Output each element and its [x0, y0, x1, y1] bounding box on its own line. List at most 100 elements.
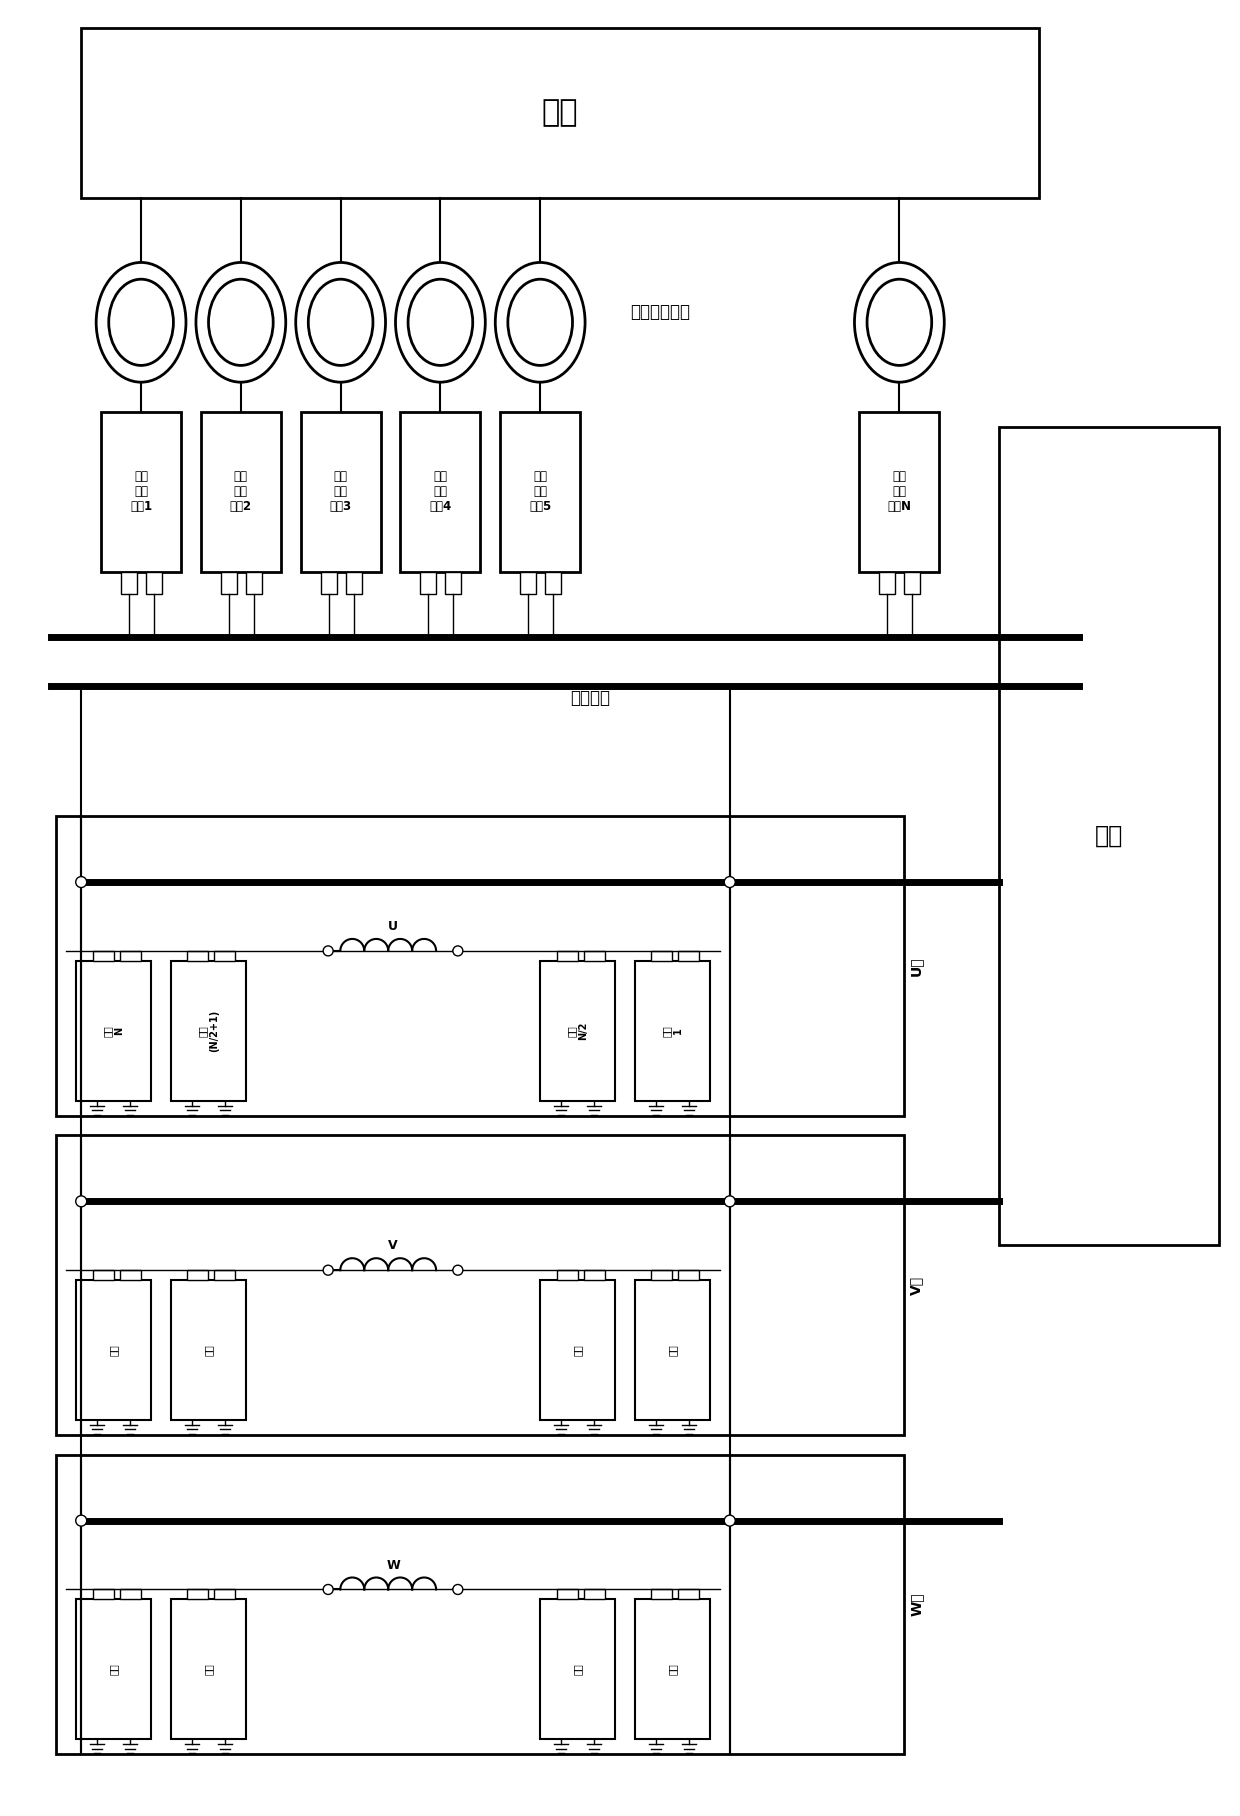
- Bar: [102, 412, 181, 572]
- Bar: [584, 952, 605, 961]
- Bar: [119, 1589, 140, 1600]
- Circle shape: [324, 1585, 334, 1594]
- Bar: [119, 1269, 140, 1280]
- Text: W: W: [386, 1558, 399, 1571]
- Circle shape: [324, 946, 334, 955]
- Bar: [201, 412, 280, 572]
- Text: 电网: 电网: [1095, 824, 1123, 848]
- Bar: [999, 427, 1219, 1246]
- Text: 逆变: 逆变: [667, 1344, 677, 1357]
- Ellipse shape: [396, 263, 485, 381]
- Bar: [557, 1269, 578, 1280]
- Text: U相: U相: [909, 955, 924, 975]
- Bar: [56, 815, 904, 1115]
- Circle shape: [76, 877, 87, 888]
- Bar: [56, 1135, 904, 1435]
- Circle shape: [453, 1266, 463, 1275]
- Bar: [521, 572, 536, 594]
- Text: U: U: [388, 921, 398, 933]
- Text: 逆变
(N/2+1): 逆变 (N/2+1): [197, 1010, 219, 1051]
- Ellipse shape: [97, 263, 186, 381]
- Ellipse shape: [508, 280, 573, 365]
- Circle shape: [453, 946, 463, 955]
- Circle shape: [76, 1197, 87, 1208]
- Bar: [187, 952, 208, 961]
- Bar: [546, 572, 562, 594]
- Text: 逆变: 逆变: [203, 1663, 213, 1674]
- Bar: [879, 572, 895, 594]
- Bar: [635, 1600, 709, 1740]
- Circle shape: [724, 877, 735, 888]
- Bar: [445, 572, 461, 594]
- Text: 直流母线: 直流母线: [570, 690, 610, 708]
- Bar: [187, 1269, 208, 1280]
- Text: 逆变: 逆变: [109, 1344, 119, 1357]
- Ellipse shape: [408, 280, 472, 365]
- Bar: [401, 412, 480, 572]
- Text: 逆变: 逆变: [573, 1663, 583, 1674]
- Bar: [187, 1589, 208, 1600]
- Text: 水轮发电机组: 水轮发电机组: [630, 303, 689, 321]
- Text: 逆变: 逆变: [203, 1344, 213, 1357]
- Bar: [76, 1600, 151, 1740]
- Text: V: V: [388, 1239, 398, 1253]
- Text: 逆变: 逆变: [667, 1663, 677, 1674]
- Bar: [122, 572, 138, 594]
- Ellipse shape: [867, 280, 931, 365]
- Bar: [171, 1600, 246, 1740]
- Bar: [146, 572, 162, 594]
- Bar: [541, 1280, 615, 1420]
- Ellipse shape: [208, 280, 273, 365]
- Bar: [81, 27, 1039, 198]
- Bar: [301, 412, 381, 572]
- Bar: [635, 961, 709, 1100]
- Text: 逆变
N/2: 逆变 N/2: [567, 1022, 589, 1041]
- Text: 水道: 水道: [542, 98, 578, 127]
- Bar: [678, 952, 699, 961]
- Ellipse shape: [854, 263, 945, 381]
- Bar: [584, 1589, 605, 1600]
- Text: 逆变
1: 逆变 1: [662, 1024, 683, 1037]
- Bar: [541, 961, 615, 1100]
- Bar: [651, 1269, 672, 1280]
- Bar: [221, 572, 237, 594]
- Circle shape: [724, 1515, 735, 1525]
- Circle shape: [453, 1585, 463, 1594]
- Text: 高压
整流
拓扠3: 高压 整流 拓扠3: [330, 470, 352, 514]
- Bar: [93, 1589, 114, 1600]
- Circle shape: [76, 1515, 87, 1525]
- Circle shape: [724, 1197, 735, 1208]
- Bar: [584, 1269, 605, 1280]
- Bar: [541, 1600, 615, 1740]
- Ellipse shape: [295, 263, 386, 381]
- Text: 逆变: 逆变: [109, 1663, 119, 1674]
- Bar: [500, 412, 580, 572]
- Bar: [215, 952, 236, 961]
- Text: 高压
整流
拓扠4: 高压 整流 拓扠4: [429, 470, 451, 514]
- Bar: [557, 1589, 578, 1600]
- Bar: [246, 572, 262, 594]
- Bar: [651, 952, 672, 961]
- Bar: [557, 952, 578, 961]
- Circle shape: [324, 1266, 334, 1275]
- Bar: [76, 1280, 151, 1420]
- Ellipse shape: [109, 280, 174, 365]
- Bar: [635, 1280, 709, 1420]
- Text: V相: V相: [909, 1275, 924, 1295]
- Text: 高压
整流
拓扠2: 高压 整流 拓扠2: [229, 470, 252, 514]
- Bar: [93, 1269, 114, 1280]
- Ellipse shape: [196, 263, 285, 381]
- Text: 逆变: 逆变: [573, 1344, 583, 1357]
- Text: 高压
整流
拓扠1: 高压 整流 拓扠1: [130, 470, 153, 514]
- Bar: [76, 961, 151, 1100]
- Bar: [346, 572, 362, 594]
- Bar: [904, 572, 920, 594]
- Bar: [215, 1269, 236, 1280]
- Text: W相: W相: [909, 1593, 924, 1616]
- Text: 高压
整流
拓扠N: 高压 整流 拓扠N: [888, 470, 911, 514]
- Bar: [171, 961, 246, 1100]
- Bar: [171, 1280, 246, 1420]
- Bar: [678, 1589, 699, 1600]
- Bar: [678, 1269, 699, 1280]
- Bar: [321, 572, 336, 594]
